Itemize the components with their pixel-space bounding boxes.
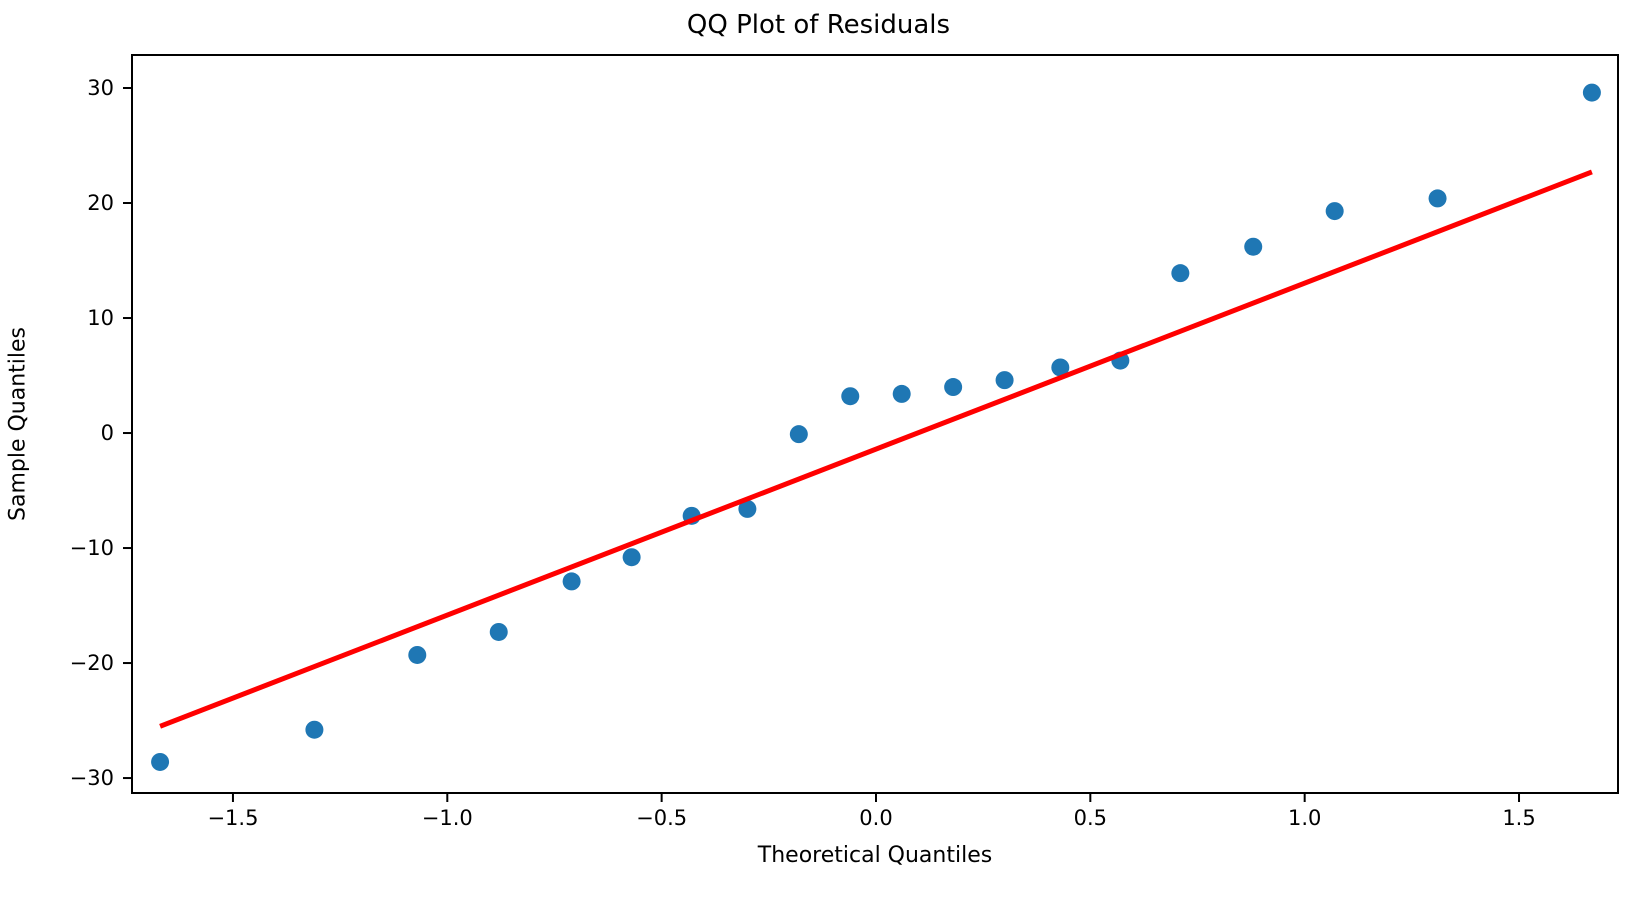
x-tick-label: −1.0: [421, 806, 473, 830]
scatter-point: [1325, 202, 1344, 221]
x-tick-label: −1.5: [207, 806, 259, 830]
scatter-point: [738, 499, 757, 518]
y-tick-label: 30: [87, 76, 114, 100]
x-tick-label: 1.0: [1287, 806, 1322, 830]
y-tick-label: −10: [69, 536, 114, 561]
scatter-point: [1171, 264, 1190, 283]
scatter-point: [1428, 189, 1447, 208]
scatter-point: [489, 622, 508, 641]
scatter-point: [305, 720, 324, 739]
scatter-point: [562, 572, 581, 591]
x-tick-label: 1.5: [1502, 806, 1536, 830]
scatter-point: [151, 752, 170, 771]
scatter-point: [995, 371, 1014, 390]
y-tick-label: 0: [100, 421, 114, 446]
scatter-point: [622, 548, 641, 567]
y-tick-label: −20: [69, 651, 114, 676]
scatter-point: [944, 378, 963, 397]
reference-line: [159, 169, 1593, 729]
x-tick-label: 0.5: [1073, 806, 1108, 830]
scatter-point: [408, 645, 427, 664]
scatter-point: [892, 384, 911, 403]
x-tick-label: −0.5: [636, 806, 688, 830]
scatter-point: [789, 425, 808, 444]
chart-title: QQ Plot of Residuals: [686, 10, 951, 40]
y-tick-label: 20: [87, 191, 114, 215]
x-tick-label: 0.0: [859, 806, 893, 830]
y-tick-label: 10: [87, 306, 114, 331]
scatter-point: [841, 387, 860, 406]
x-axis-label: Theoretical Quantiles: [757, 843, 993, 868]
scatter-point: [1582, 83, 1601, 102]
plot-border: [131, 54, 1619, 794]
y-axis-label: Sample Quantiles: [5, 326, 31, 522]
scatter-point: [1051, 358, 1070, 377]
y-tick-label: −30: [69, 766, 114, 791]
scatter-point: [1244, 237, 1263, 256]
